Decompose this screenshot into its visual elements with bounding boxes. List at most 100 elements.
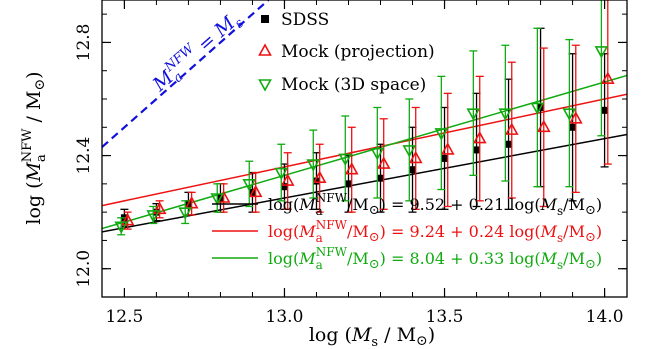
- x-tick-label: 14.0: [586, 307, 624, 327]
- data-point: [440, 142, 455, 155]
- xlabel-sub: s: [371, 335, 378, 349]
- eq-log: log(: [268, 249, 299, 268]
- data-point: [344, 180, 352, 188]
- data-point: [530, 102, 545, 116]
- eq-sup: NFW: [316, 191, 348, 205]
- legend-marker: [261, 15, 269, 23]
- ylabel-close: ): [23, 71, 45, 78]
- data-point: [152, 208, 160, 216]
- series-group: [114, 0, 609, 236]
- data-point: [280, 183, 288, 191]
- ylabel-sup: NFW: [20, 128, 35, 162]
- xlabel-close: ): [428, 324, 435, 346]
- eq-sun: ⊙: [369, 230, 380, 245]
- data-point: [312, 177, 320, 185]
- data-point: [568, 111, 583, 124]
- fit-equation: log(MaNFW/M⊙) = 8.04 + 0.33 log(Ms/M⊙): [268, 245, 602, 272]
- eq-m2: M: [540, 222, 558, 241]
- data-point: [152, 201, 167, 215]
- data-point: [473, 146, 481, 154]
- data-point: [370, 147, 385, 161]
- eq-over-m2: /M: [563, 195, 585, 214]
- legend-label: Mock (projection): [281, 42, 435, 62]
- fit-line: [102, 133, 627, 233]
- x-tick-label: 12.5: [105, 307, 143, 327]
- eq-m: M: [298, 222, 316, 241]
- eq-over-m: /M: [347, 222, 369, 241]
- ylabel-log: log (: [23, 181, 45, 224]
- eq-m: M: [298, 195, 316, 214]
- plot-area: [102, 0, 627, 236]
- data-point: [178, 207, 193, 220]
- xlabel-rest: / M: [378, 324, 416, 346]
- eq-rhs: ) = 9.24 + 0.24 log(: [380, 222, 541, 241]
- eq-over-m: /M: [347, 249, 369, 268]
- eq-sub2: s: [557, 258, 563, 272]
- eq-rhs: ) = 9.52 + 0.21 log(: [380, 195, 541, 214]
- data-point: [377, 174, 385, 182]
- ylabel-rest: / M: [23, 91, 45, 129]
- eq-sun2: ⊙: [585, 230, 596, 245]
- data-point: [562, 108, 577, 121]
- eq-sub: a: [316, 231, 323, 245]
- eq-over-m2: /M: [563, 222, 585, 241]
- data-point: [146, 210, 161, 223]
- eq-sun2: ⊙: [585, 203, 596, 218]
- fit-equation: log(MaNFW/M⊙) = 9.52 + 0.21 log(Ms/M⊙): [268, 191, 602, 218]
- x-axis-label: log (Ms / M⊙): [309, 324, 435, 349]
- data-point: [120, 212, 135, 226]
- eq-over-m2: /M: [563, 249, 585, 268]
- x-tick-label: 13.5: [426, 307, 464, 327]
- eq-sun: ⊙: [369, 203, 380, 218]
- fit-equation: log(MaNFW/M⊙) = 9.24 + 0.24 log(Ms/M⊙): [268, 218, 602, 245]
- plot-frame: [101, 0, 628, 298]
- legend-marker: [258, 43, 272, 56]
- data-point: [601, 106, 609, 114]
- legend-label: Mock (3D space): [281, 75, 426, 95]
- data-point: [409, 166, 417, 174]
- data-point: [569, 123, 577, 131]
- y-axis-label: log (MaNFW / M⊙): [20, 71, 49, 224]
- identity-line: [102, 0, 270, 148]
- data-point: [466, 108, 481, 121]
- eq-sun: ⊙: [369, 257, 380, 272]
- legend-label: SDSS: [281, 10, 329, 30]
- y-tick-label: 12.4: [74, 137, 94, 175]
- eq-close: ): [596, 195, 602, 214]
- eq-sup: NFW: [316, 218, 348, 232]
- eq-sub: a: [316, 204, 323, 218]
- data-point: [338, 153, 353, 167]
- data-point: [472, 130, 487, 144]
- data-point: [505, 140, 513, 148]
- ylabel-sub: a: [34, 154, 49, 162]
- data-point: [344, 162, 359, 175]
- ylabel-m: M: [23, 161, 45, 182]
- data-point: [594, 46, 609, 59]
- data-point: [504, 122, 519, 135]
- data-point: [312, 170, 327, 183]
- data-point: [280, 173, 295, 186]
- data-point: [248, 184, 263, 198]
- data-point: [441, 154, 449, 162]
- data-point: [376, 156, 391, 169]
- y-tick-label: 12.0: [74, 250, 94, 288]
- eq-sun2: ⊙: [585, 257, 596, 272]
- data-point: [536, 119, 551, 133]
- data-point: [114, 221, 129, 234]
- eq-log: log(: [268, 222, 299, 241]
- x-tick-label: 13.0: [266, 307, 304, 327]
- data-point: [306, 159, 321, 172]
- xlabel-sun: ⊙: [416, 333, 428, 349]
- eq-sub: a: [316, 258, 323, 272]
- data-point: [402, 145, 417, 158]
- eq-m2: M: [540, 249, 558, 268]
- identity-line-label: MaNFW = Ms: [146, 5, 247, 99]
- eq-close: ): [596, 222, 602, 241]
- eq-m2: M: [540, 195, 558, 214]
- fit-line: [102, 93, 627, 207]
- eq-over-m: /M: [347, 195, 369, 214]
- legend-marker: [258, 79, 272, 92]
- axis-ticks: 12.5 13.0 13.5 14.0 12.0 12.4 12.8: [74, 0, 627, 327]
